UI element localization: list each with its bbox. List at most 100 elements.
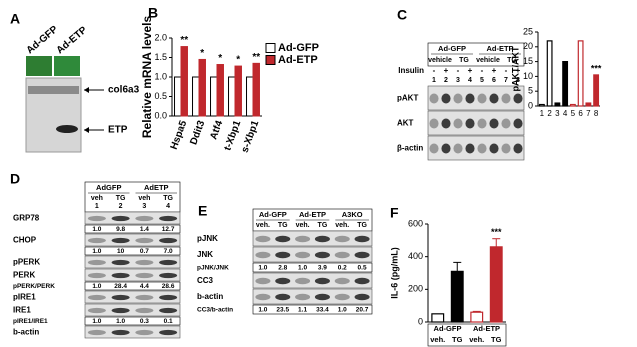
group-label: AdETP <box>144 183 169 192</box>
x-tick-label: 6 <box>578 109 583 118</box>
lane-number: 4 <box>468 77 472 84</box>
quant-value: 0.5 <box>358 265 367 272</box>
insulin-sign: + <box>516 66 521 75</box>
quant-value: 10 <box>117 248 125 255</box>
group-label: A3KO <box>342 210 363 219</box>
x-tick-label: Hspa5 <box>169 119 190 151</box>
quant-box <box>84 246 181 256</box>
x-tick-label: Ddit3 <box>188 119 207 147</box>
band <box>429 93 439 104</box>
band <box>275 293 291 301</box>
treatment-label: TG <box>357 222 367 229</box>
header-box <box>427 42 525 67</box>
band <box>501 143 511 154</box>
x-tick-label: 1 <box>540 109 545 118</box>
blot-strip <box>84 268 181 282</box>
band <box>255 293 271 301</box>
ratio-label: pIRE1/IRE1 <box>13 318 48 325</box>
blot-strip <box>252 230 373 247</box>
quant-value: 1.0 <box>338 307 347 314</box>
quant-box <box>252 304 373 315</box>
quant-value: 28.4 <box>114 283 127 290</box>
band <box>465 118 475 129</box>
row-label: PERK <box>13 271 35 280</box>
x-tick-label: TG <box>491 335 502 344</box>
lane-number: 7 <box>504 77 508 84</box>
band <box>87 237 106 244</box>
band <box>314 293 330 301</box>
band <box>135 272 154 279</box>
bar <box>538 103 545 107</box>
lane-number: 8 <box>516 77 520 84</box>
row-label: CC3 <box>197 276 214 285</box>
band <box>334 235 350 243</box>
quant-value: 23.5 <box>276 307 289 314</box>
quant-value: 4.4 <box>140 283 149 290</box>
group-label: Ad-GFP <box>434 324 462 333</box>
band <box>87 259 106 266</box>
bar <box>174 76 182 117</box>
quant-value: 1.4 <box>140 226 149 233</box>
treatment-label: vehicle <box>428 57 452 64</box>
blot-strip <box>84 290 181 304</box>
band <box>135 259 154 266</box>
group-label: Ad-GFP <box>259 210 287 219</box>
x-tick-label: veh. <box>430 335 445 344</box>
bar <box>431 313 445 323</box>
quant-value: 1.0 <box>92 318 101 325</box>
band <box>477 118 487 129</box>
arrow-head <box>84 87 89 93</box>
band <box>441 118 451 129</box>
quant-value: 12.7 <box>162 226 175 233</box>
y-tick-label: 10 <box>523 71 533 81</box>
lane-label: Ad-ETP <box>55 24 90 56</box>
y-tick-label: 20 <box>523 41 533 51</box>
quant-value: 2.8 <box>278 265 287 272</box>
treatment-label: veh <box>91 195 103 202</box>
treatment-label: TG <box>116 195 126 202</box>
band <box>295 277 311 285</box>
quant-box <box>84 281 181 291</box>
treatment-label: vehicle <box>476 57 500 64</box>
treatment-label: TG <box>278 222 288 229</box>
blot-strip <box>84 325 181 339</box>
panel-label: B <box>148 5 158 21</box>
band <box>87 215 106 222</box>
band <box>111 294 130 301</box>
row-label: pJNK <box>197 234 218 243</box>
band <box>354 293 370 301</box>
treatment-label: veh <box>138 195 150 202</box>
band <box>56 125 78 133</box>
y-tick-label: 1.0 <box>154 71 167 81</box>
ratio-label: pJNK/JNK <box>197 265 229 272</box>
blot-strip <box>84 303 181 317</box>
quant-value: 0.3 <box>140 318 149 325</box>
significance: ** <box>252 52 260 63</box>
band <box>513 93 523 104</box>
quant-value: 1.0 <box>92 248 101 255</box>
x-tick-label: 8 <box>594 109 599 118</box>
bar <box>470 311 484 323</box>
lane-number: 5 <box>480 77 484 84</box>
band-label: col6a3 <box>108 85 140 96</box>
bar <box>562 60 569 107</box>
y-tick-label: 600 <box>408 218 423 228</box>
band <box>489 93 499 104</box>
quant-value: 0.2 <box>338 265 347 272</box>
y-axis-label: pAKT/AKT <box>510 46 520 91</box>
band <box>135 215 154 222</box>
blot-strip <box>84 211 181 225</box>
band <box>159 272 178 279</box>
y-tick-label: 0.0 <box>154 110 167 120</box>
panel-label: A <box>10 11 20 27</box>
band <box>135 294 154 301</box>
lane-number: 3 <box>456 77 460 84</box>
blot-strip <box>84 255 181 269</box>
group-label: AdGFP <box>96 183 121 192</box>
band <box>334 251 350 259</box>
y-axis-label: Relative mRNA levels <box>140 16 154 139</box>
band <box>87 294 106 301</box>
row-label: CHOP <box>13 236 37 245</box>
bar <box>554 102 561 107</box>
bar <box>192 76 200 117</box>
